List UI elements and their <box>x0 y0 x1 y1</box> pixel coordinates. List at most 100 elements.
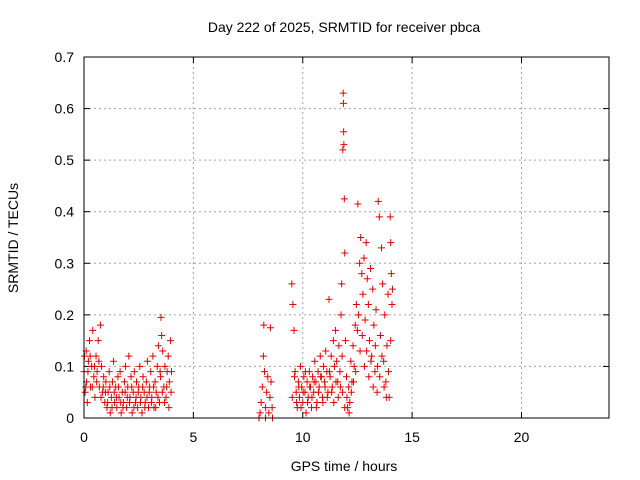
data-point <box>127 373 135 381</box>
data-point <box>369 383 377 391</box>
chart-title: Day 222 of 2025, SRMTID for receiver pbc… <box>208 19 481 35</box>
data-point <box>360 254 368 262</box>
y-tick-label: 0.7 <box>55 49 75 65</box>
data-point <box>85 337 93 345</box>
data-point <box>308 393 316 401</box>
data-point <box>341 404 349 412</box>
data-point <box>311 357 319 365</box>
data-point <box>98 362 105 370</box>
data-point <box>138 409 146 417</box>
data-point <box>167 388 175 396</box>
data-point <box>154 393 162 401</box>
data-point <box>125 352 133 360</box>
data-point <box>121 388 129 396</box>
data-point <box>128 383 136 391</box>
data-point <box>105 368 113 376</box>
data-point <box>336 383 344 391</box>
data-point <box>367 264 375 272</box>
data-point <box>84 357 92 365</box>
data-point <box>116 368 124 376</box>
data-point <box>301 368 309 376</box>
data-point <box>100 373 108 381</box>
data-point <box>139 383 147 391</box>
data-point <box>328 388 336 396</box>
data-point <box>302 409 310 417</box>
data-point <box>325 295 333 303</box>
data-point <box>369 285 377 293</box>
data-point <box>110 388 118 396</box>
data-point <box>295 383 303 391</box>
data-point <box>357 234 365 241</box>
data-point <box>265 409 273 417</box>
x-tick-label: 5 <box>189 429 197 445</box>
data-point <box>340 141 348 149</box>
data-point <box>343 373 350 381</box>
data-point <box>299 388 307 396</box>
data-point <box>120 378 128 386</box>
data-point <box>260 368 268 376</box>
data-point <box>329 337 337 345</box>
data-point <box>88 383 96 391</box>
data-point <box>267 378 275 386</box>
data-point <box>82 383 90 391</box>
data-point <box>387 239 395 247</box>
data-point <box>150 383 158 391</box>
data-point <box>381 311 389 319</box>
data-point <box>339 388 347 396</box>
data-point <box>332 326 340 334</box>
data-point <box>362 239 370 247</box>
data-point <box>297 404 305 412</box>
data-point <box>375 213 383 221</box>
data-point <box>161 362 169 370</box>
data-point <box>110 357 118 365</box>
data-point <box>122 362 130 370</box>
data-point <box>290 373 298 381</box>
grid-lines <box>84 56 609 418</box>
data-point <box>326 373 334 381</box>
data-point <box>159 347 167 355</box>
data-point <box>358 331 366 339</box>
data-point <box>330 399 338 407</box>
data-point <box>355 311 363 319</box>
data-point <box>166 337 174 345</box>
data-point <box>164 352 172 360</box>
data-point <box>354 200 362 208</box>
data-point <box>376 331 384 339</box>
data-point <box>134 388 142 396</box>
data-point <box>382 378 390 386</box>
data-points <box>80 89 396 422</box>
data-point <box>334 393 342 401</box>
data-point <box>337 311 345 319</box>
data-point <box>371 368 379 376</box>
data-point <box>90 373 98 381</box>
data-point <box>363 275 371 283</box>
plot-frame <box>83 56 610 419</box>
data-point <box>81 388 89 396</box>
data-point <box>338 352 346 360</box>
data-point <box>304 399 312 407</box>
data-point <box>328 383 336 391</box>
data-point <box>361 316 369 324</box>
data-point <box>314 368 322 376</box>
data-point <box>374 362 382 370</box>
data-point <box>102 378 110 386</box>
data-point <box>341 337 349 345</box>
data-point <box>383 342 391 350</box>
data-point <box>300 373 308 381</box>
data-point <box>145 388 153 396</box>
data-point <box>158 331 166 339</box>
data-point <box>289 301 297 309</box>
data-point <box>133 378 140 386</box>
data-point <box>114 373 122 381</box>
data-point <box>119 404 127 412</box>
data-point <box>372 306 380 314</box>
data-point <box>327 352 335 360</box>
data-point <box>136 399 144 407</box>
data-point <box>132 393 140 401</box>
data-point <box>380 357 388 365</box>
data-point <box>257 399 265 407</box>
data-point <box>323 393 331 401</box>
data-point <box>152 388 160 396</box>
